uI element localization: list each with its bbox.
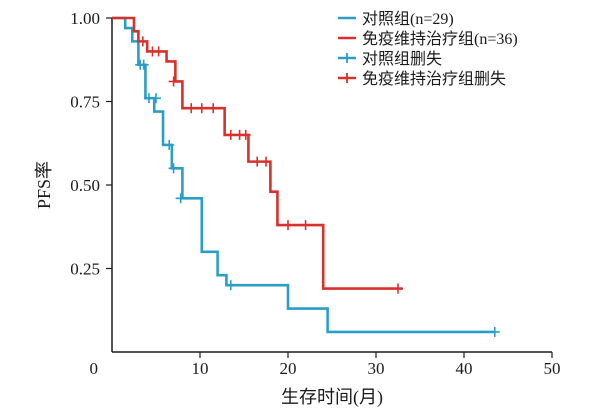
- axes: 0.25 0.50 0.75 1.00 0 10 20 30 40 50: [70, 9, 560, 378]
- y-tick-label: 1.00: [70, 9, 100, 28]
- km-step-line: [112, 16, 403, 290]
- y-tick-label: 0.25: [70, 260, 100, 279]
- x-tick-label: 0: [90, 359, 99, 378]
- x-tick-label: 10: [192, 359, 209, 378]
- x-tick-label: 40: [456, 359, 473, 378]
- y-tick-label: 0.50: [70, 176, 100, 195]
- legend-label: 免疫维持治疗组删失: [362, 70, 506, 88]
- x-tick-label: 30: [368, 359, 385, 378]
- y-axis-label: PFS率: [34, 161, 54, 209]
- x-tick-label: 20: [280, 359, 297, 378]
- censor-marks: [135, 36, 500, 337]
- x-tick-label: 50: [544, 359, 561, 378]
- y-tick-label: 0.75: [70, 93, 100, 112]
- legend-label: 对照组(n=29): [362, 10, 454, 28]
- x-axis-label: 生存时间(月): [281, 387, 383, 408]
- legend-label: 免疫维持治疗组(n=36): [362, 30, 518, 48]
- legend-label: 对照组删失: [362, 50, 442, 68]
